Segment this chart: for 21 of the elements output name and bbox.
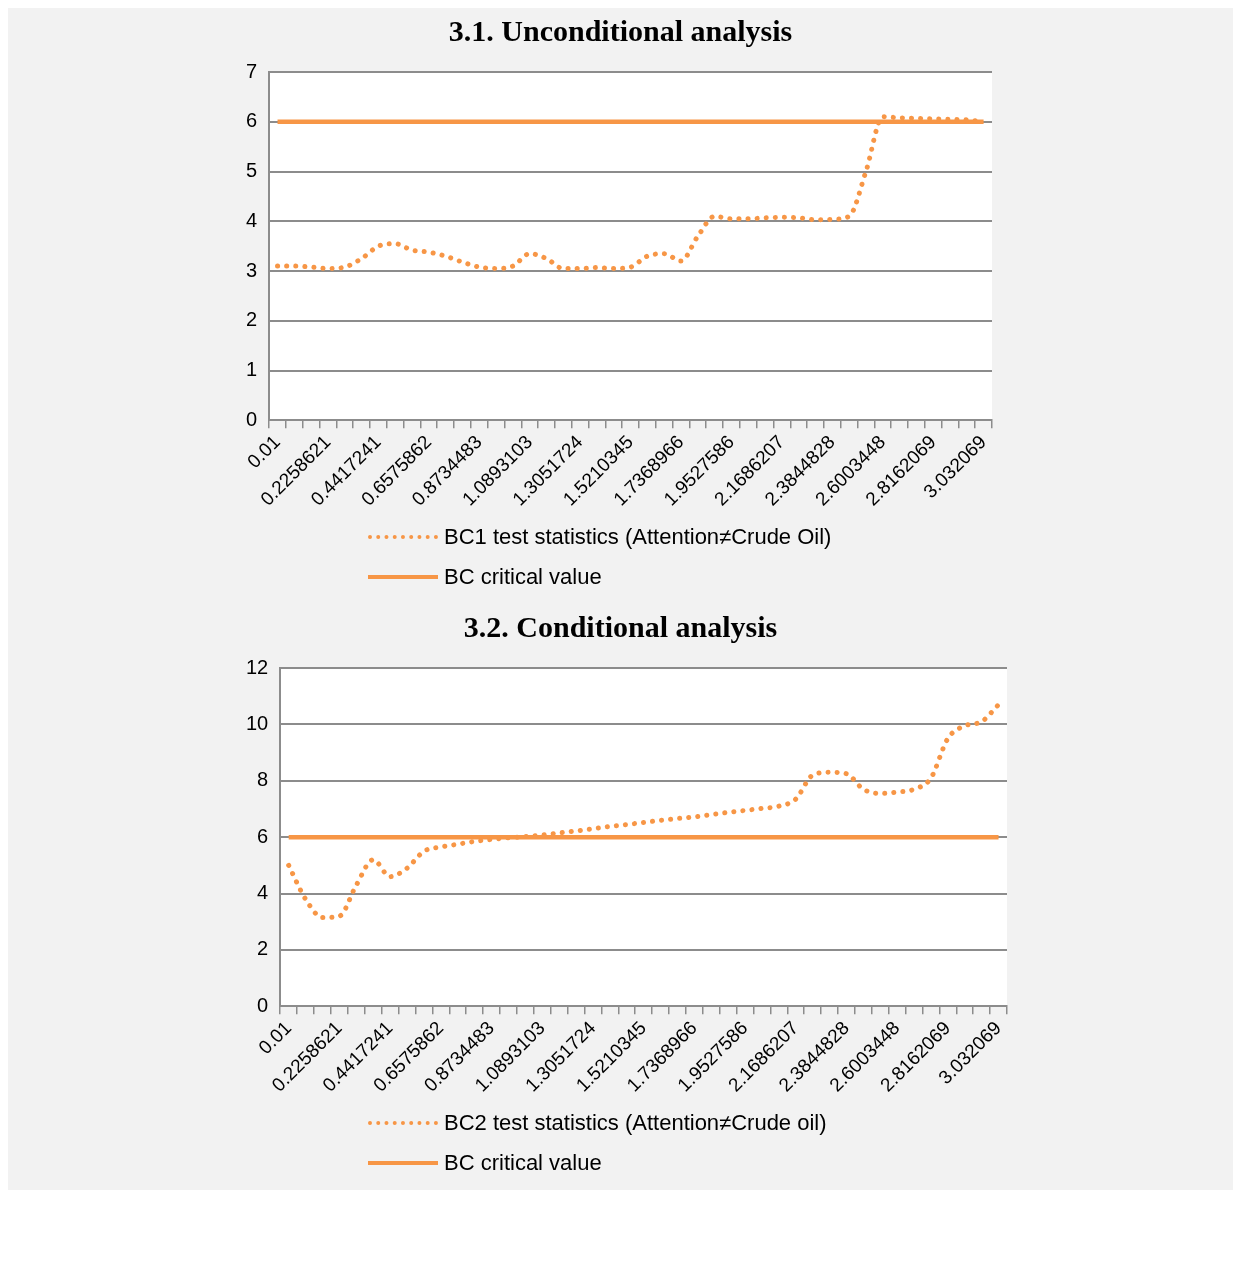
y-tick-label: 8 [257, 768, 269, 791]
y-tick-label: 0 [257, 993, 269, 1016]
y-tick-label: 7 [246, 59, 258, 82]
legend-label: BC critical value [444, 564, 602, 590]
y-tick-label: 12 [246, 655, 269, 678]
y-tick-label: 4 [246, 208, 258, 231]
y-tick-label: 6 [257, 824, 269, 847]
legend-label: BC2 test statistics (Attention≠Crude oil) [444, 1110, 827, 1136]
y-tick-label: 0 [246, 407, 258, 430]
y-tick-label: 1 [246, 358, 258, 381]
legend-label: BC critical value [444, 1150, 602, 1176]
y-tick-label: 6 [246, 109, 258, 132]
y-tick-label: 3 [246, 258, 258, 281]
legend-label: BC1 test statistics (Attention≠Crude Oil) [444, 524, 832, 550]
y-tick-label: 5 [246, 159, 258, 182]
chart-title: 3.1. Unconditional analysis [447, 13, 794, 48]
chart-title: 3.2. Conditional analysis [462, 609, 779, 644]
y-tick-label: 4 [257, 881, 269, 904]
y-tick-label: 2 [246, 308, 258, 331]
y-tick-label: 10 [246, 711, 269, 734]
y-tick-label: 2 [257, 937, 269, 960]
